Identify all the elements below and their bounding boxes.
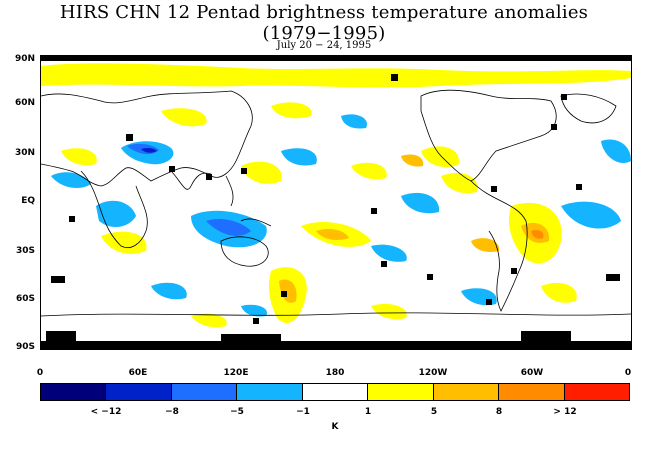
colorbar-segment [499, 384, 565, 400]
colorbar-label: < −12 [90, 407, 122, 417]
lon-label-180: 180 [325, 368, 345, 378]
lat-label-60s: 60S [15, 294, 35, 304]
lon-label-0-end: 0 [624, 368, 632, 378]
anomaly-map [40, 55, 632, 350]
colorbar-segment [368, 384, 434, 400]
lat-label-90s: 90S [15, 342, 35, 352]
lat-label-90n: 90N [14, 54, 35, 64]
lon-label-60w: 60W [520, 368, 544, 378]
colorbar-segment [433, 384, 500, 400]
coastlines [41, 89, 631, 317]
colorbar-label: −8 [165, 407, 179, 417]
lon-label-120w: 120W [418, 368, 448, 378]
lat-label-60n: 60N [14, 98, 35, 108]
map-title: HIRS CHN 12 Pentad brightness temperatur… [59, 2, 589, 44]
map-subtitle: July 20 − 24, 1995 [276, 40, 372, 51]
lon-label-120e: 120E [223, 368, 249, 378]
lat-label-30s: 30S [15, 246, 35, 256]
colorbar-segment [106, 384, 172, 400]
color-scale-bar [40, 383, 630, 401]
colorbar-label: −1 [296, 407, 310, 417]
colorbar-label: 5 [430, 407, 438, 417]
positive-anomaly-regions [41, 63, 631, 328]
lat-label-eq: EQ [21, 196, 35, 206]
lon-label-60e: 60E [128, 368, 148, 378]
colorbar-segment [302, 384, 369, 400]
colorbar-segment [564, 384, 629, 400]
missing-data-blocks [41, 56, 631, 349]
colorbar-segment [171, 384, 238, 400]
colorbar-segment [237, 384, 303, 400]
colorbar-label: 8 [495, 407, 503, 417]
anomaly-map-canvas [41, 56, 631, 349]
colorbar-label: −5 [230, 407, 244, 417]
colorbar-segment [41, 384, 107, 400]
lon-label-0: 0 [36, 368, 44, 378]
colorbar-label: > 12 [553, 407, 577, 417]
lat-label-30n: 30N [14, 148, 35, 158]
colorbar-label: 1 [364, 407, 372, 417]
colorbar-unit: K [331, 422, 339, 432]
negative-anomaly-regions [51, 114, 631, 317]
